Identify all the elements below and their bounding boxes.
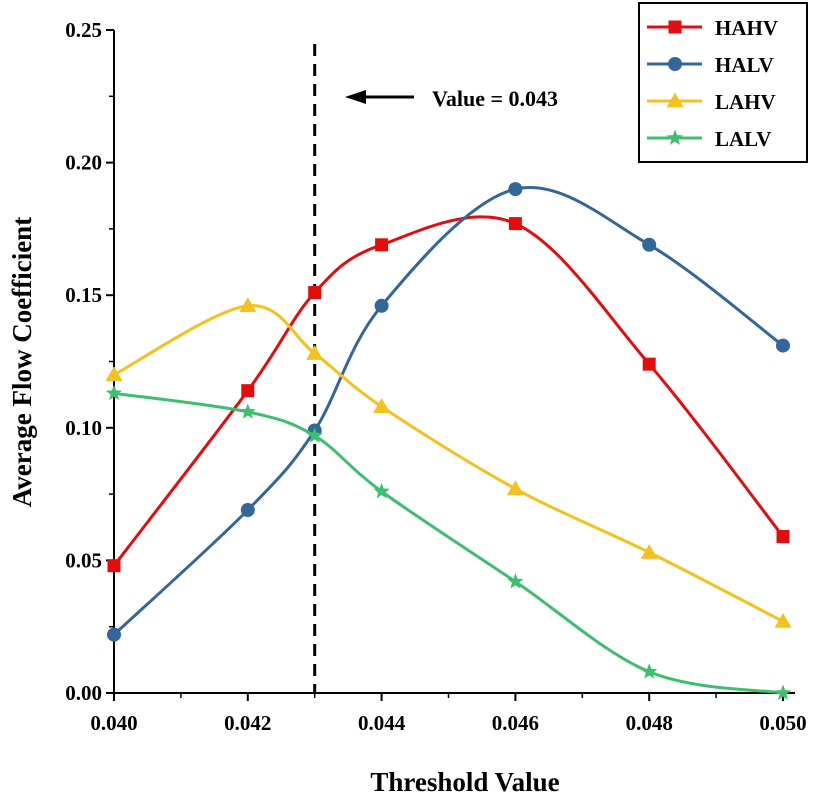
- series-line: [113, 304, 784, 623]
- y-tick-label: 0.05: [65, 548, 102, 572]
- series-group: [105, 182, 792, 700]
- marker-circle: [642, 237, 657, 252]
- y-tick-label: 0.20: [65, 151, 102, 175]
- series-lalv: [105, 384, 792, 700]
- marker-triangle: [506, 480, 524, 496]
- y-tick-label: 0.25: [65, 18, 102, 42]
- marker-star: [105, 384, 123, 401]
- annotation-arrowhead: [345, 90, 366, 104]
- series-line: [112, 186, 784, 636]
- marker-triangle: [239, 297, 257, 313]
- marker-triangle: [105, 366, 123, 382]
- marker-circle: [374, 298, 389, 313]
- marker-circle: [240, 503, 255, 518]
- marker-triangle: [640, 543, 658, 559]
- series-lahv: [105, 297, 792, 628]
- reference-annotation-label: Value = 0.043: [432, 86, 558, 111]
- legend-item-lahv: LAHV: [647, 90, 776, 114]
- legend-item-halv: HALV: [647, 53, 774, 77]
- y-axis-title: Average Flow Coefficient: [7, 217, 37, 507]
- legend-label: LALV: [715, 127, 771, 151]
- marker-square: [308, 286, 322, 300]
- x-tick-label: 0.050: [759, 711, 806, 735]
- marker-star: [666, 129, 684, 145]
- marker-triangle: [306, 345, 324, 360]
- marker-star: [306, 427, 323, 443]
- annotation-group: Value = 0.043: [345, 86, 558, 111]
- y-tick-label: 0.15: [65, 283, 102, 307]
- marker-circle: [668, 57, 682, 71]
- legend-label: LAHV: [715, 90, 776, 114]
- legend-item-lalv: LALV: [647, 127, 771, 151]
- marker-circle: [107, 627, 121, 642]
- legend-label: HALV: [715, 53, 774, 77]
- marker-square: [642, 357, 656, 371]
- marker-triangle: [666, 92, 684, 108]
- axis-ticks: 0.00 0.05 0.10 0.15 0.20 0.25 0.040 0.042 0.044 0…: [65, 18, 806, 735]
- marker-square: [508, 217, 522, 231]
- marker-star: [507, 573, 524, 589]
- legend-item-hahv: HAHV: [647, 16, 778, 40]
- x-tick-label: 0.048: [626, 711, 673, 735]
- x-tick-label: 0.046: [492, 711, 539, 735]
- legend-box: [638, 2, 808, 163]
- marker-triangle: [774, 612, 792, 628]
- marker-star: [774, 684, 792, 700]
- x-tick-label: 0.040: [90, 711, 137, 735]
- marker-star: [373, 482, 390, 499]
- marker-circle: [508, 182, 523, 197]
- series-hahv: [107, 215, 790, 573]
- x-tick-label: 0.044: [358, 711, 406, 735]
- marker-square: [107, 559, 121, 573]
- y-tick-label: 0.10: [65, 416, 102, 440]
- marker-circle: [776, 338, 790, 353]
- legend-label: HAHV: [715, 16, 778, 40]
- marker-star: [239, 403, 256, 419]
- marker-triangle: [373, 398, 391, 413]
- x-axis-title: Threshold Value: [370, 767, 559, 797]
- marker-square: [375, 238, 389, 252]
- series-line: [112, 215, 785, 567]
- y-tick-label: 0.00: [65, 681, 102, 705]
- marker-square: [668, 20, 682, 34]
- legend: HAHV HALV LAHV LALV: [638, 2, 808, 163]
- marker-square: [776, 530, 790, 544]
- marker-star: [641, 663, 658, 679]
- x-tick-label: 0.042: [224, 711, 271, 735]
- marker-square: [241, 384, 255, 398]
